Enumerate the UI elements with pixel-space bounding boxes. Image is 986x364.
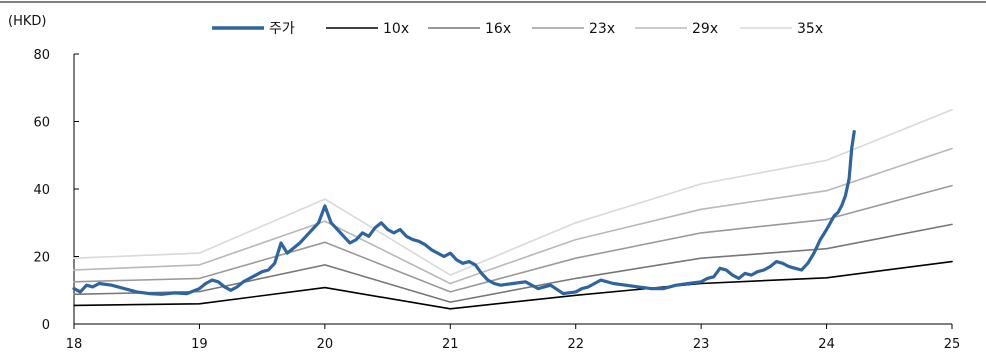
legend: 주가 10x 16x 23x 29x 35x (212, 21, 823, 37)
x-tick-label: 21 (442, 337, 459, 352)
series-line-주가 (72, 130, 856, 296)
x-axis: 18 19 20 21 22 23 24 25 (66, 323, 961, 352)
x-tick-label: 20 (317, 337, 334, 352)
x-tick-label: 18 (66, 337, 83, 352)
legend-label: 10x (383, 21, 409, 37)
legend-label: 주가 (269, 21, 295, 37)
series-line-10x (73, 260, 953, 310)
series-line-16x (73, 223, 953, 303)
series-layer (72, 108, 953, 310)
legend-label: 29x (692, 21, 718, 37)
legend-label: 16x (485, 21, 511, 37)
unit-label: (HKD) (8, 14, 46, 29)
x-tick-label: 19 (191, 337, 208, 352)
y-tick-label: 0 (42, 318, 50, 333)
series-line-23x (73, 184, 953, 293)
y-tick-label: 20 (33, 251, 50, 266)
legend-label: 23x (589, 21, 615, 37)
series-line-29x (73, 147, 953, 285)
y-axis: 0 20 40 60 80 (33, 48, 79, 333)
x-tick-label: 23 (693, 337, 710, 352)
y-tick-label: 40 (33, 183, 50, 198)
x-tick-label: 24 (818, 337, 835, 352)
series-line-35x (73, 108, 953, 276)
x-tick-label: 22 (567, 337, 584, 352)
x-tick-label: 25 (944, 337, 961, 352)
y-tick-label: 80 (33, 48, 50, 63)
y-tick-label: 60 (33, 116, 50, 131)
legend-label: 35x (797, 21, 823, 37)
